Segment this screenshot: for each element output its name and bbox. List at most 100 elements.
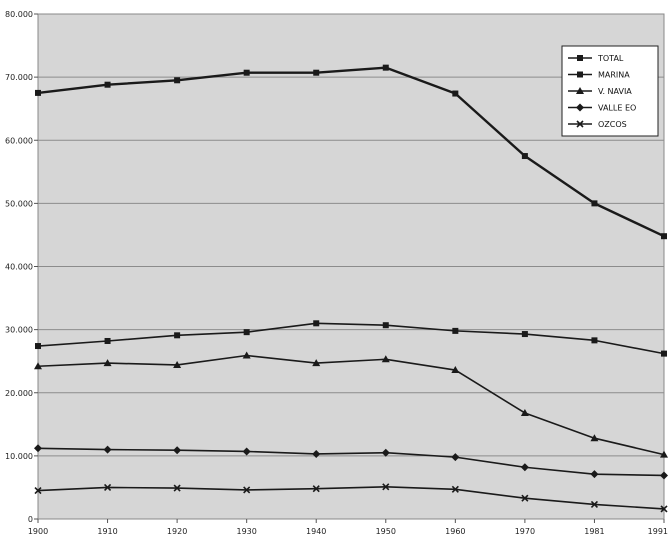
y-tick-label: 30.000 <box>5 326 33 335</box>
series-line-ozcos <box>37 486 665 510</box>
series-lines <box>37 66 665 510</box>
data-point-v-navia <box>451 366 460 374</box>
x-tick-label: 1960 <box>445 527 465 536</box>
data-point-ozcos <box>451 485 459 493</box>
x-tick-label: 1981 <box>584 527 604 536</box>
marker-stroke <box>103 483 112 492</box>
legend-label-marina: MARINA <box>598 71 630 80</box>
data-point-v-navia <box>312 359 321 367</box>
y-tick-label: 60.000 <box>5 136 33 145</box>
data-point-marina <box>661 350 667 357</box>
data-point-valle-eo <box>34 444 42 453</box>
data-point-valle-eo <box>381 448 390 457</box>
legend-marker-v-navia <box>576 87 584 94</box>
data-point-marina <box>591 337 598 344</box>
marker-stroke <box>576 120 584 128</box>
data-point-valle-eo <box>312 449 321 458</box>
y-tick-label: 50.000 <box>5 199 33 208</box>
marker-stroke <box>173 484 181 492</box>
data-point-v-navia <box>520 408 529 416</box>
legend-label-v-navia: V. NAVIA <box>598 87 632 96</box>
x-tick-label: 1900 <box>28 527 48 536</box>
y-tick-label: 40.000 <box>5 263 33 272</box>
data-point-total <box>452 90 459 97</box>
legend-marker-total <box>577 55 583 61</box>
y-tick-label: 20.000 <box>5 389 33 398</box>
data-point-valle-eo <box>242 447 251 456</box>
legend-marker-ozcos <box>576 120 584 128</box>
marker-stroke <box>382 483 390 491</box>
x-tick-label: 1930 <box>236 527 256 536</box>
x-axis-ticks: 1900 1910 1920 1930 1940 1950 1960 1970 1981 1991 <box>28 519 668 536</box>
data-point-v-navia <box>381 355 390 363</box>
data-point-valle-eo <box>590 470 599 479</box>
data-point-total <box>243 69 250 76</box>
data-point-v-navia <box>103 359 112 367</box>
data-point-valle-eo <box>451 453 460 462</box>
data-point-total <box>104 81 111 88</box>
legend: TOTAL MARINA V. NAVIA VALLE EO OZCOS <box>561 45 659 137</box>
data-point-ozcos <box>34 487 42 495</box>
data-point-v-navia <box>590 434 599 442</box>
data-point-valle-eo <box>103 445 112 454</box>
data-point-total <box>174 77 181 84</box>
data-point-ozcos <box>521 494 529 502</box>
x-tick-label: 1991 <box>648 527 668 536</box>
x-tick-label: 1940 <box>306 527 326 536</box>
data-point-total <box>35 89 41 96</box>
data-point-valle-eo <box>660 471 668 480</box>
data-point-v-navia <box>34 362 42 370</box>
marker-stroke <box>660 505 668 513</box>
marker-stroke <box>34 487 42 495</box>
gridlines <box>38 76 664 457</box>
marker-stroke <box>243 486 251 494</box>
data-point-marina <box>35 343 41 350</box>
legend-label-total: TOTAL <box>597 54 624 63</box>
x-tick-label: 1950 <box>376 527 396 536</box>
legend-label-valle-eo: VALLE EO <box>598 104 636 113</box>
marker-stroke <box>521 494 529 502</box>
series-line-total <box>37 66 665 238</box>
data-point-total <box>521 153 528 160</box>
data-point-marina <box>382 322 389 329</box>
legend-marker-marina <box>577 71 583 78</box>
legend-label-ozcos: OZCOS <box>598 120 627 129</box>
series-line-valle-eo <box>37 447 665 477</box>
x-tick-label: 1910 <box>97 527 117 536</box>
series-markers <box>34 64 668 513</box>
data-point-v-navia <box>242 351 251 359</box>
data-point-v-navia <box>173 360 182 368</box>
marker-stroke <box>590 500 599 509</box>
data-point-marina <box>174 332 181 339</box>
data-point-marina <box>452 327 459 334</box>
data-point-marina <box>313 320 320 327</box>
y-tick-label: 10.000 <box>5 452 33 461</box>
data-point-ozcos <box>173 484 181 492</box>
data-point-marina <box>104 337 111 344</box>
marker-stroke <box>451 485 459 493</box>
y-tick-label: 0 <box>28 515 33 524</box>
marker-stroke <box>312 485 320 493</box>
x-tick-label: 1920 <box>167 527 187 536</box>
data-point-ozcos <box>590 500 599 509</box>
data-point-valle-eo <box>520 463 529 472</box>
data-point-v-navia <box>660 450 668 458</box>
series-line-v-navia <box>37 354 665 456</box>
data-point-ozcos <box>660 505 668 513</box>
data-point-valle-eo <box>173 446 182 455</box>
data-point-marina <box>243 329 250 336</box>
x-tick-label: 1970 <box>515 527 535 536</box>
data-point-ozcos <box>103 483 112 492</box>
data-point-total <box>313 69 320 76</box>
data-point-total <box>591 200 598 207</box>
data-point-marina <box>521 331 528 338</box>
y-tick-label: 80.000 <box>5 10 33 19</box>
y-tick-label: 70.000 <box>5 73 33 82</box>
y-axis-ticks: 0 10.000 20.000 30.000 40.000 50.000 60.000 70.… <box>5 10 38 524</box>
data-point-ozcos <box>312 485 320 493</box>
legend-marker-valle-eo <box>576 103 584 112</box>
data-point-ozcos <box>243 486 251 494</box>
data-point-total <box>661 233 667 240</box>
series-line-marina <box>37 322 665 355</box>
data-point-total <box>382 64 389 71</box>
